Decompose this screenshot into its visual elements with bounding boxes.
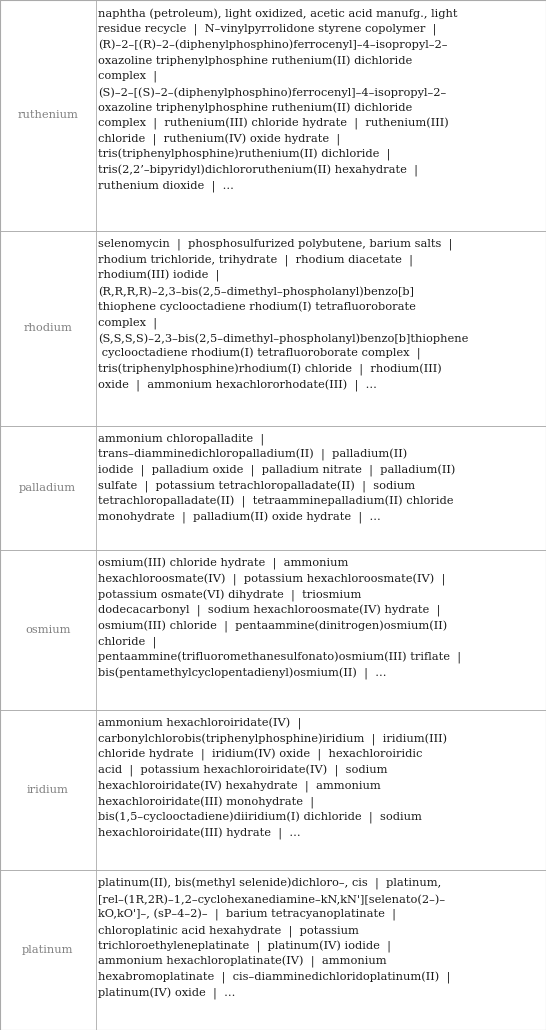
Text: (R)–2–[(R)–2–(diphenylphosphino)ferrocenyl]–4–isopropyl–2–: (R)–2–[(R)–2–(diphenylphosphino)ferrocen…: [98, 40, 448, 50]
Bar: [0, 550, 546, 711]
Text: dodecacarbonyl  |  sodium hexachloroosmate(IV) hydrate  |: dodecacarbonyl | sodium hexachloroosmate…: [98, 606, 441, 617]
Text: bis(pentamethylcyclopentadienyl)osmium(II)  |  ...: bis(pentamethylcyclopentadienyl)osmium(I…: [98, 668, 387, 680]
Text: platinum(II), bis(methyl selenide)dichloro–, cis  |  platinum,: platinum(II), bis(methyl selenide)dichlo…: [98, 878, 442, 890]
Text: oxazoline triphenylphosphine ruthenium(II) dichloride: oxazoline triphenylphosphine ruthenium(I…: [98, 103, 413, 113]
Text: hexachloroiridate(III) hydrate  |  ...: hexachloroiridate(III) hydrate | ...: [98, 828, 301, 840]
Text: tris(triphenylphosphine)rhodium(I) chloride  |  rhodium(III): tris(triphenylphosphine)rhodium(I) chlor…: [98, 364, 442, 376]
Text: tetrachloropalladate(II)  |  tetraamminepalladium(II) chloride: tetrachloropalladate(II) | tetraamminepa…: [98, 496, 454, 509]
Text: tris(2,2’–bipyridyl)dichlororuthenium(II) hexahydrate  |: tris(2,2’–bipyridyl)dichlororuthenium(II…: [98, 165, 418, 177]
Text: ruthenium dioxide  |  ...: ruthenium dioxide | ...: [98, 181, 234, 193]
Bar: [0, 0, 546, 231]
Text: monohydrate  |  palladium(II) oxide hydrate  |  ...: monohydrate | palladium(II) oxide hydrat…: [98, 512, 381, 524]
Bar: [0, 870, 546, 1030]
Text: rhodium: rhodium: [23, 323, 72, 333]
Text: trichloroethyleneplatinate  |  platinum(IV) iodide  |: trichloroethyleneplatinate | platinum(IV…: [98, 940, 391, 953]
Text: osmium(III) chloride hydrate  |  ammonium: osmium(III) chloride hydrate | ammonium: [98, 558, 349, 571]
Text: rhodium trichloride, trihydrate  |  rhodium diacetate  |: rhodium trichloride, trihydrate | rhodiu…: [98, 254, 413, 266]
Text: acid  |  potassium hexachloroiridate(IV)  |  sodium: acid | potassium hexachloroiridate(IV) |…: [98, 765, 388, 778]
Text: complex  |: complex |: [98, 317, 157, 329]
Text: kO,kO']–, (sP–4–2)–  |  barium tetracyanoplatinate  |: kO,kO']–, (sP–4–2)– | barium tetracyanop…: [98, 909, 396, 921]
Text: (S)–2–[(S)–2–(diphenylphosphino)ferrocenyl]–4–isopropyl–2–: (S)–2–[(S)–2–(diphenylphosphino)ferrocen…: [98, 88, 447, 98]
Text: bis(1,5–cyclooctadiene)diiridium(I) dichloride  |  sodium: bis(1,5–cyclooctadiene)diiridium(I) dich…: [98, 813, 422, 824]
Text: chloro​platinic acid hexahydrate  |  potassium: chloro​platinic acid hexahydrate | potas…: [98, 925, 359, 936]
Text: potassium osmate(VI) dihydrate  |  triosmium: potassium osmate(VI) dihydrate | triosmi…: [98, 589, 361, 602]
Text: chloride  |  ruthenium(IV) oxide hydrate  |: chloride | ruthenium(IV) oxide hydrate |: [98, 134, 341, 145]
Text: tris(triphenylphosphine)ruthenium(II) dichloride  |: tris(triphenylphosphine)ruthenium(II) di…: [98, 149, 391, 162]
Text: ruthenium: ruthenium: [17, 110, 78, 121]
Text: pentaammine(trifluoromethanesulfonato)osmium(III) triflate  |: pentaammine(trifluoromethanesulfonato)os…: [98, 652, 461, 664]
Text: (R,R,R,R)–2,3–bis(2,5–dimethyl–phospholanyl)benzo[b]: (R,R,R,R)–2,3–bis(2,5–dimethyl–phosphola…: [98, 286, 414, 297]
Text: hexachloroiridate(IV) hexahydrate  |  ammonium: hexachloroiridate(IV) hexahydrate | ammo…: [98, 781, 381, 793]
Text: platinum(IV) oxide  |  ...: platinum(IV) oxide | ...: [98, 988, 236, 1000]
Text: ammonium chloropalladite  |: ammonium chloropalladite |: [98, 434, 264, 445]
Text: ammonium hexachloroplatinate(IV)  |  ammonium: ammonium hexachloroplatinate(IV) | ammon…: [98, 957, 387, 968]
Text: osmium(III) chloride  |  pentaammine(dinitrogen)osmium(II): osmium(III) chloride | pentaammine(dinit…: [98, 621, 448, 633]
Text: iodide  |  palladium oxide  |  palladium nitrate  |  palladium(II): iodide | palladium oxide | palladium nit…: [98, 465, 456, 477]
Text: ammonium hexachloroiridate(IV)  |: ammonium hexachloroiridate(IV) |: [98, 718, 301, 730]
Text: palladium: palladium: [19, 483, 76, 493]
Text: selenomycin  |  phosphosulfurized polybutene, barium salts  |: selenomycin | phosphosulfurized polybute…: [98, 239, 453, 250]
Text: thiophene cyclooctadiene rhodium(I) tetrafluoroborate: thiophene cyclooctadiene rhodium(I) tetr…: [98, 302, 416, 312]
Text: residue recycle  |  N–vinylpyrrolidone styrene copolymer  |: residue recycle | N–vinylpyrrolidone sty…: [98, 24, 437, 35]
Text: osmium: osmium: [25, 625, 70, 636]
Text: platinum: platinum: [22, 946, 74, 955]
Text: rhodium(III) iodide  |: rhodium(III) iodide |: [98, 270, 220, 282]
Text: hexabromoplatinate  |  cis–diamminedichloridoplatinum(II)  |: hexabromoplatinate | cis–diamminedichlor…: [98, 972, 450, 985]
Bar: [0, 231, 546, 425]
Text: iridium: iridium: [27, 785, 69, 795]
Text: sulfate  |  potassium tetrachloropalladate(II)  |  sodium: sulfate | potassium tetrachloropalladate…: [98, 481, 416, 492]
Text: carbonylchlorobis(triphenylphosphine)iridium  |  iridium(III): carbonylchlorobis(triphenylphosphine)iri…: [98, 733, 447, 746]
Text: [rel–(1R,2R)–1,2–cyclohexanediamine–kN,kN'][selenato(2–)–: [rel–(1R,2R)–1,2–cyclohexanediamine–kN,k…: [98, 894, 446, 904]
Bar: [0, 425, 546, 550]
Text: trans–diamminedichloropalladium(II)  |  palladium(II): trans–diamminedichloropalladium(II) | pa…: [98, 449, 407, 461]
Text: hexachloroosmate(IV)  |  potassium hexachloroosmate(IV)  |: hexachloroosmate(IV) | potassium hexachl…: [98, 574, 446, 586]
Text: (S,S,S,S)–2,3–bis(2,5–dimethyl–phospholanyl)benzo[b]thiophene: (S,S,S,S)–2,3–bis(2,5–dimethyl–phosphola…: [98, 334, 468, 344]
Text: complex  |: complex |: [98, 71, 157, 82]
Text: chloride hydrate  |  iridium(IV) oxide  |  hexachloroiridic: chloride hydrate | iridium(IV) oxide | h…: [98, 750, 423, 761]
Text: cyclooctadiene rhodium(I) tetrafluoroborate complex  |: cyclooctadiene rhodium(I) tetrafluorobor…: [98, 348, 421, 360]
Text: naphtha (petroleum), light oxidized, acetic acid manufg., light: naphtha (petroleum), light oxidized, ace…: [98, 8, 458, 19]
Text: complex  |  ruthenium(III) chloride hydrate  |  ruthenium(III): complex | ruthenium(III) chloride hydrat…: [98, 117, 449, 130]
Text: oxide  |  ammonium hexachlororhodate(III)  |  ...: oxide | ammonium hexachlororhodate(III) …: [98, 380, 377, 391]
Text: hexachloroiridate(III) monohydrate  |: hexachloroiridate(III) monohydrate |: [98, 796, 314, 809]
Bar: [0, 711, 546, 870]
Text: chloride  |: chloride |: [98, 637, 157, 649]
Text: oxazoline triphenylphosphine ruthenium(II) dichloride: oxazoline triphenylphosphine ruthenium(I…: [98, 56, 413, 66]
